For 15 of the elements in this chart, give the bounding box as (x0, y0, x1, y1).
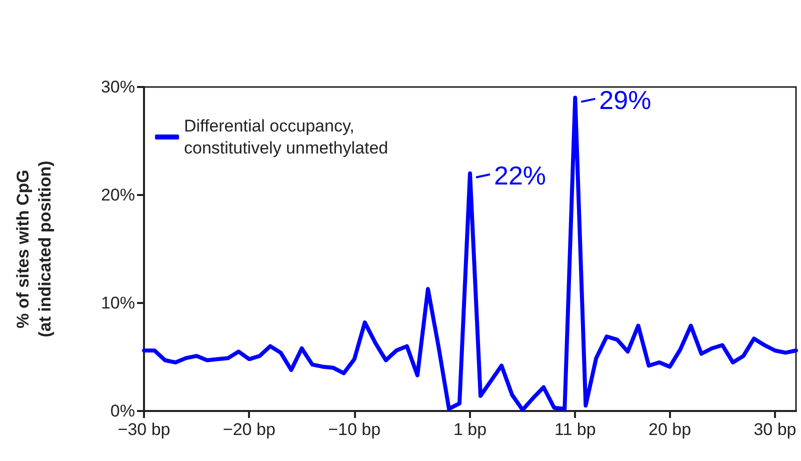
annotation: 22% (494, 160, 546, 190)
x-tick-label: 30 bp (754, 420, 796, 439)
x-tick-label: 20 bp (648, 420, 692, 439)
y-tick-label: 20% (100, 186, 135, 204)
x-tick-label: 11 bp (554, 420, 596, 439)
y-axis-title: % of sites with CpG (at indicated position) (14, 160, 54, 338)
x-tick-label: −10 bp (328, 420, 381, 439)
legend-label: Differential occupancy, constitutively unmethylated (184, 116, 388, 158)
y-tick-label: 0% (110, 402, 135, 420)
y-tick-label: 30% (100, 78, 135, 96)
x-tick-label: −30 bp (118, 420, 170, 439)
x-tick-label: −20 bp (222, 420, 276, 439)
x-tick-label: 1 bp (453, 420, 487, 439)
annotation: 29% (599, 84, 652, 115)
y-tick-label: 10% (100, 294, 135, 312)
